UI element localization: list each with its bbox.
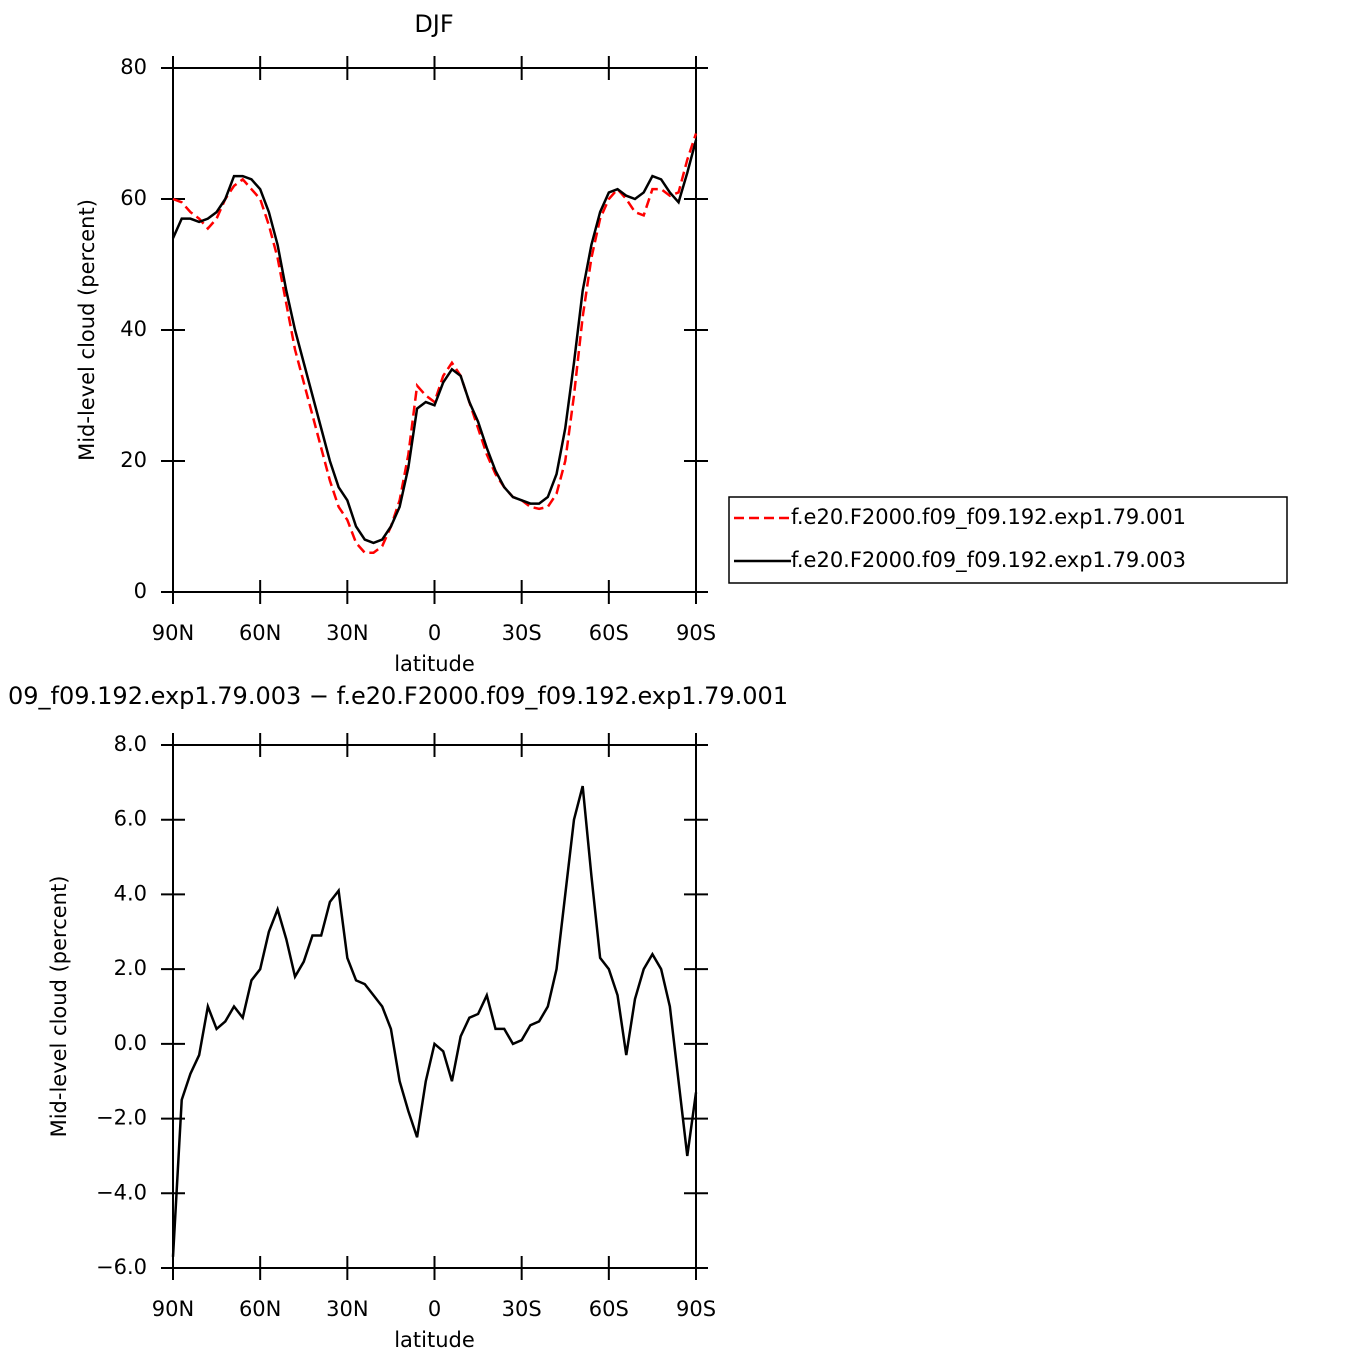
plot-frame: [172, 67, 697, 593]
legend-label: f.e20.F2000.f09_f09.192.exp1.79.001: [791, 505, 1186, 530]
x-tick-label: 90N: [152, 1297, 194, 1321]
y-tick-label: 20: [120, 448, 147, 472]
y-tick-label: −2.0: [96, 1106, 147, 1130]
data-line: [171, 139, 698, 545]
y-tick-label: 4.0: [114, 881, 147, 905]
x-tick-label: 0: [428, 1297, 441, 1321]
y-tick-label: −6.0: [96, 1255, 147, 1279]
chart-title: 09_f09.192.exp1.79.003 − f.e20.F2000.f09…: [8, 682, 788, 710]
y-tick-label: 8.0: [114, 732, 147, 756]
chart-title: DJF: [414, 10, 453, 38]
y-axis-label: Mid-level cloud (percent): [47, 876, 71, 1138]
x-tick-label: 60N: [239, 1297, 281, 1321]
x-tick-label: 90S: [676, 621, 716, 645]
data-line: [171, 785, 698, 1257]
x-tick-label: 60N: [239, 621, 281, 645]
legend-box: [728, 496, 1288, 584]
y-tick-label: −4.0: [96, 1180, 147, 1204]
y-tick-label: 6.0: [114, 807, 147, 831]
plot-frame: [172, 744, 697, 1269]
data-line: [172, 133, 698, 554]
y-tick-label: 0.0: [114, 1031, 147, 1055]
x-tick-label: 90N: [152, 621, 194, 645]
x-tick-label: 0: [428, 621, 441, 645]
x-tick-label: 90S: [676, 1297, 716, 1321]
y-tick-label: 60: [120, 186, 147, 210]
x-tick-label: 30N: [326, 621, 368, 645]
y-tick-label: 80: [120, 55, 147, 79]
x-tick-label: 30S: [502, 1297, 542, 1321]
y-tick-label: 0: [134, 579, 147, 603]
x-axis-label: latitude: [394, 652, 475, 676]
y-tick-label: 2.0: [114, 956, 147, 980]
x-tick-label: 60S: [589, 1297, 629, 1321]
y-tick-label: 40: [120, 317, 147, 341]
x-tick-label: 30N: [326, 1297, 368, 1321]
x-axis-label: latitude: [394, 1328, 475, 1352]
y-axis-label: Mid-level cloud (percent): [75, 199, 99, 461]
x-tick-label: 60S: [589, 621, 629, 645]
x-tick-label: 30S: [502, 621, 542, 645]
legend-label: f.e20.F2000.f09_f09.192.exp1.79.003: [791, 548, 1186, 573]
